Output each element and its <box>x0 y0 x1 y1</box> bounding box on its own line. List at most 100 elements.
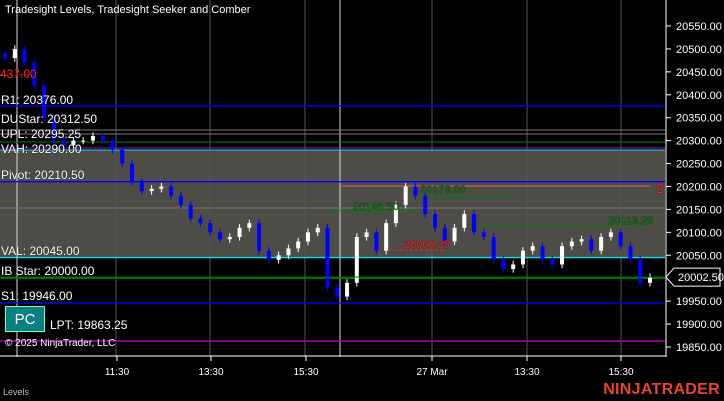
candle-body <box>178 195 183 205</box>
y-tick-label: 20250.00 <box>676 159 722 171</box>
x-tick-label: 15:30 <box>293 367 318 378</box>
candle-body <box>32 62 37 86</box>
candle-body <box>188 204 193 219</box>
candle-body <box>530 246 535 251</box>
candle-body <box>628 246 633 260</box>
level-label-val: VAL: 20045.00 <box>1 244 80 258</box>
seeker-label-red: 20060.25 <box>404 239 450 251</box>
ninjatrader-logo: NINJATRADER <box>603 381 720 398</box>
candle-body <box>90 136 95 141</box>
level-label-overlap-1: DUStar: 20312.50 <box>1 112 98 126</box>
candle-body <box>169 186 174 196</box>
candle-body <box>3 53 7 59</box>
y-tick-label: 20150.00 <box>676 204 722 216</box>
candle-body <box>364 232 369 237</box>
candle-body <box>413 186 418 196</box>
level-label-ib-star: IB Star: 20000.00 <box>1 264 95 278</box>
y-tick-label: 20050.00 <box>676 250 722 262</box>
candle-body <box>227 236 232 240</box>
panel-label: Levels <box>3 387 30 397</box>
candle-body <box>472 214 477 233</box>
candle-body <box>159 186 164 189</box>
current-price-marker <box>665 267 721 287</box>
seeker-label-3: 20113.25 <box>608 215 654 227</box>
candle-body <box>648 277 652 283</box>
chart-title: Tradesight Levels, Tradesight Seeker and… <box>5 4 251 16</box>
level-label-top: 437.00 <box>0 67 37 81</box>
y-tick-label: 20550.00 <box>676 21 722 33</box>
pc-button[interactable]: PC <box>5 306 45 332</box>
candle-body <box>218 232 222 240</box>
y-tick-label: 19900.00 <box>676 319 722 331</box>
level-label-s1: S1: 19946.00 <box>1 289 73 303</box>
candle-body <box>71 140 76 146</box>
candle-body <box>481 232 486 237</box>
candle-body <box>345 282 350 297</box>
candle-body <box>237 227 242 237</box>
candle-body <box>305 232 310 242</box>
candle-body <box>198 218 203 224</box>
y-tick-label: 20300.00 <box>676 136 722 148</box>
candle-body <box>638 259 643 283</box>
y-tick-label: 20350.00 <box>676 113 722 125</box>
candle-body <box>501 259 506 270</box>
candle-body <box>286 248 291 256</box>
candle-body <box>247 223 252 228</box>
candle-body <box>139 181 144 192</box>
candle-body <box>384 223 389 251</box>
y-tick-label: 19850.00 <box>676 342 722 354</box>
candle-body <box>335 287 340 297</box>
level-label-overlap-2: UPL: 20295.25 <box>1 127 82 141</box>
candle-body <box>22 48 27 63</box>
candle-body <box>569 241 574 247</box>
level-label-pivot: Pivot: 20210.50 <box>1 168 85 182</box>
candle-body <box>266 250 271 260</box>
value-area-shade <box>0 150 665 258</box>
candle-body <box>374 232 379 251</box>
candle-body <box>315 227 320 233</box>
y-tick-label: 19950.00 <box>676 296 722 308</box>
candle-body <box>354 236 359 283</box>
candle-body <box>550 259 555 265</box>
x-tick-label: 27 Mar <box>416 367 448 378</box>
level-label-vah: VAH: 20290.00 <box>1 142 82 156</box>
candle-body <box>110 140 115 150</box>
candle-body <box>579 239 584 242</box>
candle-body <box>149 188 154 192</box>
level-label-lpt: LPT: 19863.25 <box>50 318 128 332</box>
y-tick-label: 20450.00 <box>676 67 722 79</box>
candle-body <box>208 223 213 233</box>
candle-body <box>257 223 262 251</box>
candle-body <box>589 239 594 251</box>
candle-body <box>403 186 408 205</box>
candle-body <box>100 136 105 141</box>
copyright: © 2025 NinjaTrader, LLC <box>5 338 116 349</box>
candle-body <box>452 227 457 242</box>
candle-body <box>491 236 496 260</box>
candle-body <box>599 236 604 251</box>
candle-body <box>120 149 125 164</box>
candle-body <box>42 85 47 118</box>
candle-body <box>560 246 565 265</box>
candle-body <box>130 163 135 182</box>
candle-body <box>540 246 545 260</box>
candle-body <box>296 241 301 249</box>
y-tick-label: 20100.00 <box>676 227 722 239</box>
candle-body <box>462 214 467 228</box>
candle-body <box>442 227 447 242</box>
candle-body <box>423 195 428 215</box>
candle-body <box>81 140 86 142</box>
x-tick-label: 15:30 <box>608 367 633 378</box>
y-tick-label: 20200.00 <box>676 182 722 194</box>
x-tick-label: 11:30 <box>105 367 130 378</box>
candle-body <box>51 117 56 141</box>
candle-body <box>608 232 613 237</box>
candle-body <box>276 255 281 260</box>
candle-body <box>433 214 437 228</box>
candle-body <box>520 250 525 265</box>
x-tick-label: 13:30 <box>514 367 539 378</box>
candle-body <box>618 232 623 247</box>
y-tick-label: 20400.00 <box>676 90 722 102</box>
candle-body <box>12 48 17 59</box>
